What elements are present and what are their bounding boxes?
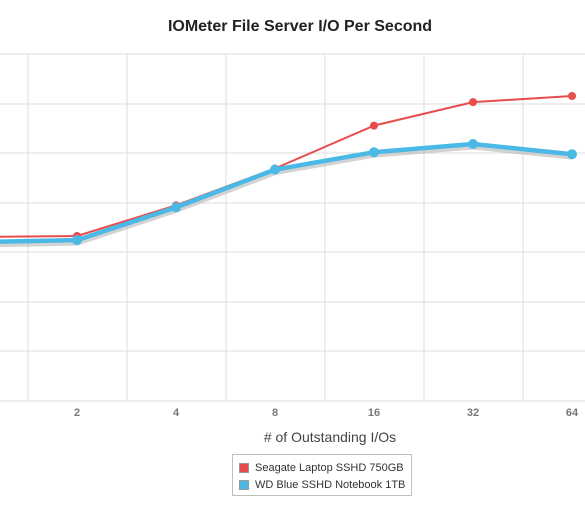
legend-swatch-seagate xyxy=(239,462,249,473)
data-point-wd[interactable] xyxy=(270,164,280,175)
x-tick-label: 8 xyxy=(272,407,278,419)
series-line-shadow-wd xyxy=(0,142,573,248)
x-tick-label: 2 xyxy=(74,407,80,419)
legend-item-wd[interactable]: WD Blue SSHD Notebook 1TB xyxy=(239,476,411,493)
data-point-seagate[interactable] xyxy=(568,92,576,100)
data-point-wd[interactable] xyxy=(468,139,478,150)
x-tick-label: 16 xyxy=(368,407,380,419)
legend-swatch-wd xyxy=(239,479,249,490)
data-point-wd[interactable] xyxy=(72,235,82,246)
legend-label-seagate: Seagate Laptop SSHD 750GB xyxy=(255,461,404,474)
x-axis-ticks: 2 4 8 16 32 64 xyxy=(74,407,579,419)
data-point-wd[interactable] xyxy=(567,149,577,160)
data-point-wd[interactable] xyxy=(369,147,379,158)
legend-label-wd: WD Blue SSHD Notebook 1TB xyxy=(255,478,406,491)
legend-item-seagate[interactable]: Seagate Laptop SSHD 750GB xyxy=(239,459,411,476)
x-axis-title: # of Outstanding I/Os xyxy=(264,429,396,445)
data-point-wd[interactable] xyxy=(171,202,181,213)
data-point-seagate[interactable] xyxy=(469,98,477,107)
grid xyxy=(0,53,585,402)
series-lines xyxy=(0,92,577,248)
x-tick-label: 32 xyxy=(467,407,479,419)
legend: Seagate Laptop SSHD 750GB WD Blue SSHD N… xyxy=(232,454,412,496)
x-tick-label: 4 xyxy=(173,407,180,419)
chart-title: IOMeter File Server I/O Per Second xyxy=(167,18,433,35)
series-line-wd xyxy=(0,141,573,244)
data-point-seagate[interactable] xyxy=(370,121,378,130)
x-tick-label: 64 xyxy=(566,407,579,419)
